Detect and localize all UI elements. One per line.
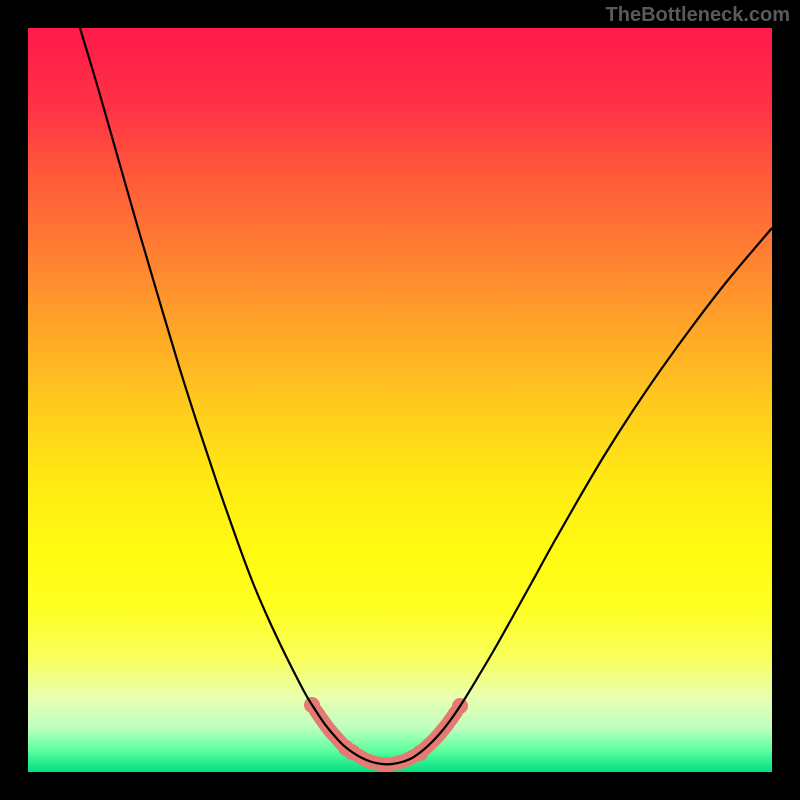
bottleneck-curve xyxy=(28,28,772,772)
chart-container: TheBottleneck.com xyxy=(0,0,800,800)
main-curve-line xyxy=(80,28,772,764)
watermark-text: TheBottleneck.com xyxy=(606,4,790,27)
plot-area xyxy=(28,28,772,772)
